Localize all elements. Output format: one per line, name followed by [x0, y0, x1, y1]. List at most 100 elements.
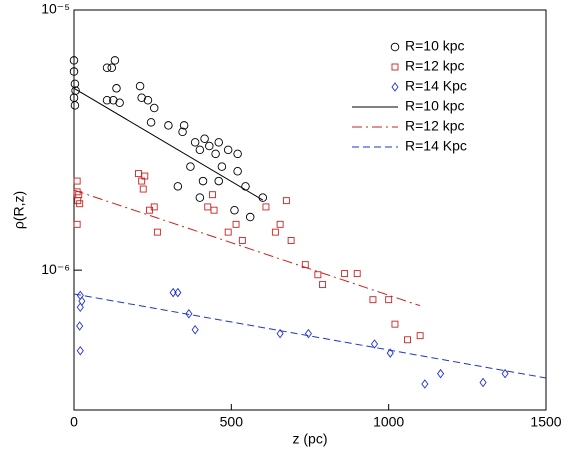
- point: [233, 149, 242, 159]
- point: [198, 176, 208, 186]
- point: [169, 287, 177, 298]
- point: [195, 145, 205, 155]
- point: [223, 145, 233, 155]
- point: [214, 138, 223, 147]
- point: [112, 84, 121, 93]
- point: [190, 138, 200, 147]
- legend-label: R=10 kpc: [405, 38, 465, 54]
- point: [258, 193, 268, 202]
- plot-frame: [73, 9, 547, 411]
- point: [69, 56, 79, 65]
- legend-marker: [391, 82, 399, 92]
- fit-line: [73, 189, 421, 307]
- legend-marker: [391, 63, 399, 71]
- fit-line: [73, 87, 264, 201]
- point: [110, 56, 120, 65]
- point: [102, 95, 112, 105]
- legend-label: R=10 kpc: [405, 98, 465, 114]
- point: [241, 182, 250, 191]
- point: [204, 203, 212, 211]
- point: [386, 348, 394, 358]
- legend-label: R=14 Kpc: [405, 138, 467, 154]
- point: [319, 281, 327, 289]
- point: [421, 379, 429, 389]
- fit-line: [73, 293, 547, 379]
- point: [186, 162, 195, 171]
- point: [149, 103, 159, 113]
- point: [233, 166, 242, 176]
- point: [69, 67, 79, 76]
- y-tick-label: 10⁻⁵: [41, 1, 70, 17]
- point: [200, 134, 209, 143]
- point: [150, 203, 158, 211]
- point: [238, 237, 246, 244]
- point: [76, 321, 84, 331]
- point: [209, 191, 216, 199]
- point: [191, 325, 199, 335]
- point: [76, 302, 84, 313]
- point: [137, 93, 146, 102]
- x-tick-label: 1000: [373, 414, 404, 430]
- point: [391, 320, 399, 328]
- point: [271, 228, 279, 236]
- y-tick-label: 10⁻⁶: [41, 261, 70, 277]
- point: [314, 271, 322, 279]
- legend-label: R=14 Kpc: [405, 78, 467, 94]
- x-tick-label: 1500: [530, 414, 561, 430]
- point: [73, 220, 81, 228]
- point: [76, 345, 84, 356]
- point: [195, 193, 205, 202]
- point: [174, 287, 182, 298]
- point: [135, 170, 142, 178]
- point: [153, 228, 161, 236]
- point: [282, 197, 290, 205]
- point: [185, 308, 193, 319]
- point: [115, 98, 124, 108]
- point: [70, 79, 80, 89]
- point: [370, 339, 379, 349]
- point: [76, 200, 84, 208]
- point: [416, 332, 424, 340]
- point: [179, 121, 189, 130]
- point: [385, 296, 393, 304]
- point: [178, 127, 187, 137]
- point: [211, 149, 220, 159]
- point: [73, 177, 81, 185]
- point: [262, 203, 270, 211]
- point: [353, 270, 361, 278]
- point: [232, 220, 240, 228]
- point: [173, 182, 183, 191]
- point: [217, 162, 227, 171]
- legend-label: R=12 kpc: [405, 118, 465, 134]
- point: [107, 63, 117, 72]
- point: [70, 101, 80, 110]
- point: [141, 172, 149, 180]
- point: [276, 328, 284, 339]
- point: [146, 118, 156, 127]
- y-axis-label: ρ(R,z): [11, 191, 27, 229]
- x-axis-label: z (pc): [293, 431, 328, 447]
- point: [135, 81, 145, 91]
- point: [139, 185, 147, 193]
- point: [501, 368, 509, 379]
- point: [224, 228, 232, 236]
- point: [437, 368, 445, 379]
- point: [479, 377, 487, 388]
- legend-label: R=12 kpc: [405, 58, 465, 74]
- point: [210, 206, 218, 214]
- point: [369, 296, 377, 304]
- x-tick-label: 0: [70, 414, 78, 430]
- point: [205, 141, 214, 151]
- point: [164, 121, 173, 130]
- legend-marker: [390, 42, 400, 52]
- point: [341, 270, 349, 278]
- point: [404, 336, 411, 344]
- point: [245, 212, 255, 222]
- point: [214, 176, 223, 186]
- point: [102, 63, 112, 72]
- x-tick-label: 500: [220, 414, 244, 430]
- point: [143, 95, 153, 105]
- point: [287, 237, 295, 244]
- point: [304, 328, 312, 339]
